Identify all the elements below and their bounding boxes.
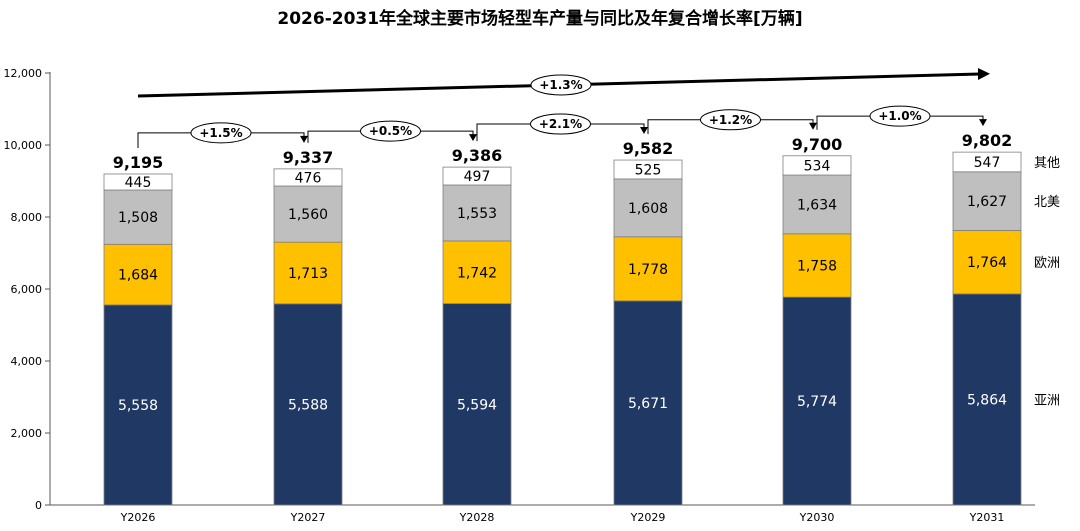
segment-value-label: 5,594 — [457, 397, 497, 413]
bar-segment — [103, 173, 173, 191]
bar-segment — [782, 174, 852, 235]
total-label: 9,802 — [962, 131, 1013, 150]
bar-segment — [442, 240, 512, 305]
bar-segment — [782, 233, 852, 298]
cagr-bubble — [530, 74, 592, 96]
total-label: 9,582 — [623, 139, 674, 158]
yoy-arrowhead — [300, 135, 308, 143]
segment-value-label: 5,558 — [118, 398, 158, 414]
yoy-growth-label: +2.1% — [539, 117, 582, 131]
y-axis-ticks: 0 2,000 4,000 6,000 8,000 10,000 12,000 — [4, 67, 50, 512]
segment-value-label: 547 — [974, 155, 1001, 171]
segment-value-label: 445 — [125, 175, 152, 191]
legend-entry: 北美 — [1034, 195, 1060, 210]
x-tick-label: Y2027 — [290, 511, 326, 524]
bars — [103, 151, 1022, 506]
yoy-growth-label: +1.2% — [709, 113, 752, 127]
total-label: 9,195 — [113, 153, 164, 172]
segment-value-label: 1,684 — [118, 268, 158, 284]
segment-value-label: 1,742 — [457, 265, 497, 281]
yoy-connectors: +1.5% +0.5% +2.1% +1.2% +1.0% — [137, 105, 987, 148]
bar-segment — [613, 159, 683, 180]
segment-value-label: 5,864 — [967, 392, 1007, 408]
segment-value-label: 1,553 — [457, 206, 497, 222]
total-label: 9,700 — [792, 135, 843, 154]
segment-value-label: 1,560 — [288, 207, 328, 223]
segment-value-label: 534 — [804, 158, 831, 174]
bar-segment — [613, 236, 683, 302]
segment-value-label: 1,627 — [967, 194, 1007, 210]
bar-segment — [442, 166, 512, 186]
bar-segment — [103, 304, 173, 506]
yoy-growth-label: +0.5% — [369, 124, 412, 138]
bar-segment — [952, 293, 1022, 506]
segment-value-label: 1,764 — [967, 255, 1007, 271]
segment-value-label: 525 — [635, 162, 662, 178]
segment-value-label: 5,774 — [797, 394, 837, 410]
yoy-arrowhead — [979, 119, 987, 127]
segment-value-label: 1,634 — [797, 197, 837, 213]
yoy-growth-bubble — [869, 105, 931, 127]
segment-value-label: 1,608 — [628, 201, 668, 217]
yoy-growth-bubble — [190, 122, 252, 144]
total-label: 9,386 — [452, 146, 503, 165]
y-tick-label: 8,000 — [11, 211, 43, 224]
total-label: 9,337 — [283, 148, 334, 167]
cagr-label: +1.3% — [539, 78, 582, 92]
bar-segment — [273, 168, 343, 187]
x-tick-label: Y2030 — [799, 511, 835, 524]
bar-segment — [273, 185, 343, 243]
yoy-arrowhead — [640, 127, 648, 135]
y-tick-label: 4,000 — [11, 355, 43, 368]
bar-segment — [952, 171, 1022, 231]
y-tick-label: 0 — [35, 499, 42, 512]
yoy-arrowhead — [469, 134, 477, 142]
bar-segment — [442, 184, 512, 242]
bar-segment — [103, 243, 173, 306]
legend-entry: 亚洲 — [1034, 393, 1060, 408]
segment-value-label: 476 — [295, 170, 322, 186]
y-tick-label: 10,000 — [4, 139, 43, 152]
yoy-growth-label: +1.5% — [199, 126, 242, 140]
segment-value-label: 1,713 — [288, 266, 328, 282]
segment-value-label: 497 — [464, 169, 491, 185]
segment-value-label: 1,758 — [797, 258, 837, 274]
bar-segment — [103, 189, 173, 245]
bar-segment — [952, 229, 1022, 295]
chart-title: 2026-2031年全球主要市场轻型车产量与同比及年复合增长率[万辆] — [277, 8, 802, 29]
segment-value-label: 1,508 — [118, 210, 158, 226]
segment-value-label: 5,588 — [288, 397, 328, 413]
bar-segment — [782, 155, 852, 176]
x-axis-labels: Y2026 Y2027 Y2028 Y2029 Y2030 Y2031 — [120, 511, 1005, 524]
cagr-arrow: +1.3% — [137, 68, 990, 98]
yoy-growth-bubble — [360, 120, 421, 142]
yoy-arrowhead — [809, 122, 817, 130]
yoy-growth-bubble — [530, 113, 591, 135]
segment-labels: 5,558 1,684 1,508 445 5,588 1,713 1,560 476 5,59… — [118, 155, 1007, 414]
bar-segment — [613, 178, 683, 238]
segment-value-label: 5,671 — [628, 396, 668, 412]
bar-segment — [613, 300, 683, 506]
total-labels: 9,195 9,337 9,386 9,582 9,700 9,802 — [113, 131, 1013, 172]
x-tick-label: Y2028 — [459, 511, 495, 524]
bar-segment — [952, 151, 1022, 173]
x-tick-label: Y2029 — [630, 511, 666, 524]
cagr-arrowhead — [978, 68, 990, 80]
yoy-growth-label: +1.0% — [878, 109, 921, 123]
legend-entry: 欧洲 — [1034, 256, 1060, 271]
segment-value-label: 1,778 — [628, 262, 668, 278]
bar-segment — [273, 241, 343, 305]
x-tick-label: Y2026 — [120, 511, 156, 524]
x-tick-label: Y2031 — [969, 511, 1005, 524]
legend-entry: 其他 — [1034, 156, 1060, 171]
y-tick-label: 12,000 — [4, 67, 43, 80]
y-tick-label: 6,000 — [11, 283, 43, 296]
yoy-growth-bubble — [700, 109, 761, 131]
y-tick-label: 2,000 — [11, 427, 43, 440]
